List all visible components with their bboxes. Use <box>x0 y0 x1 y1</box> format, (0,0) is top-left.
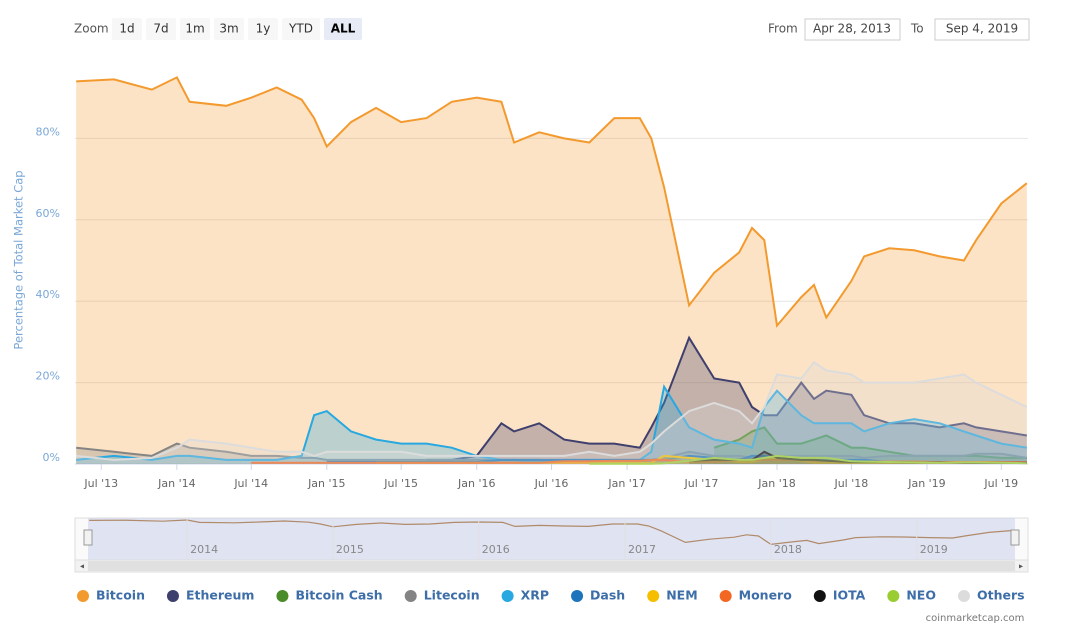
legend-marker <box>404 590 417 602</box>
legend-label[interactable]: Monero <box>739 588 793 603</box>
navigator-selection[interactable] <box>88 518 1015 560</box>
x-tick-label: Jan '17 <box>607 477 645 490</box>
zoom-button[interactable] <box>248 18 278 40</box>
from-date: Apr 28, 2013 <box>813 22 891 36</box>
zoom-button[interactable] <box>214 18 244 40</box>
line <box>426 335 1027 461</box>
x-tick-label: Jan '19 <box>907 477 945 490</box>
zoom-button-label: 7d <box>153 22 168 36</box>
area <box>426 337 1027 464</box>
area <box>689 451 1027 464</box>
y-axis-title: Percentage of Total Market Cap <box>12 170 26 349</box>
from-label: From <box>768 22 798 36</box>
legend-label[interactable]: Litecoin <box>424 588 480 603</box>
x-tick-label: Jan '14 <box>157 477 195 490</box>
x-tick-label: Jul '13 <box>83 477 118 490</box>
x-tick-label: Jan '15 <box>307 477 345 490</box>
navigator-handle[interactable] <box>1010 529 1020 546</box>
legend-label[interactable]: IOTA <box>833 588 866 603</box>
area <box>714 427 1027 464</box>
legend-label[interactable]: Bitcoin <box>96 588 145 603</box>
from-input[interactable] <box>804 18 901 41</box>
zoom-button[interactable] <box>180 18 210 40</box>
y-tick-label: 0% <box>43 451 60 464</box>
to-date: Sep 4, 2019 <box>946 22 1018 36</box>
legend-marker <box>276 590 289 602</box>
legend-marker <box>77 590 89 602</box>
x-tick-label: Jan '18 <box>757 477 795 490</box>
navigator-handle[interactable] <box>83 529 93 546</box>
legend-marker <box>571 590 584 602</box>
zoom-button-label: 1y <box>256 22 271 36</box>
navigator-label: 2015 <box>336 543 364 556</box>
legend-label[interactable]: NEM <box>666 588 697 603</box>
scroll-right[interactable]: ▸ <box>1019 562 1023 571</box>
area <box>76 362 1027 464</box>
x-tick-label: Jul '19 <box>983 477 1018 490</box>
legend-marker <box>166 590 179 602</box>
zoom-button-label: 3m <box>219 22 238 36</box>
navigator-label: 2017 <box>628 543 656 556</box>
legend-label[interactable]: Dash <box>590 588 625 603</box>
x-tick-label: Jul '14 <box>233 477 268 490</box>
navigator-label: 2016 <box>482 543 510 556</box>
zoom-button-label: ALL <box>331 22 356 36</box>
to-label: To <box>910 22 924 36</box>
x-tick-label: Jul '17 <box>684 477 719 490</box>
y-tick-label: 20% <box>36 370 60 383</box>
scrollbar-thumb[interactable] <box>88 561 1015 571</box>
legend-marker <box>957 590 970 602</box>
zoom-button[interactable] <box>282 18 320 40</box>
x-tick-label: Jul '16 <box>534 477 569 490</box>
area <box>76 386 1027 464</box>
scroll-left[interactable]: ◂ <box>80 562 84 571</box>
legend-marker <box>501 590 514 602</box>
zoom-button[interactable] <box>146 18 176 40</box>
navigator-label: 2018 <box>774 543 802 556</box>
x-tick-label: Jul '15 <box>383 477 418 490</box>
y-tick-label: 60% <box>36 207 60 220</box>
legend-marker <box>813 590 826 602</box>
legend-label[interactable]: Ethereum <box>186 588 254 603</box>
zoom-button-label: YTD <box>288 22 313 36</box>
navigator-label: 2014 <box>190 543 218 556</box>
to-input[interactable] <box>934 18 1030 41</box>
x-tick-label: Jul '18 <box>833 477 868 490</box>
line <box>76 76 1028 328</box>
navigator-label: 2019 <box>920 543 948 556</box>
area <box>589 455 1027 464</box>
zoom-label: Zoom <box>74 22 109 36</box>
legend-label[interactable]: Bitcoin Cash <box>295 588 382 603</box>
area <box>76 77 1027 465</box>
y-tick-label: 80% <box>36 125 60 138</box>
navigator-line <box>89 519 1014 546</box>
credit: coinmarketcap.com <box>926 613 1025 624</box>
x-tick-label: Jan '16 <box>457 477 495 490</box>
zoom-button[interactable] <box>324 18 362 40</box>
zoom-button[interactable] <box>112 18 142 40</box>
legend-label[interactable]: NEO <box>906 588 936 603</box>
legend-label[interactable]: Others <box>977 588 1025 603</box>
zoom-button-label: 1d <box>119 22 134 36</box>
zoom-button-label: 1m <box>185 22 204 36</box>
line <box>589 454 1027 465</box>
legend-marker <box>719 590 732 602</box>
line <box>76 360 1028 461</box>
y-tick-label: 40% <box>36 288 60 301</box>
legend-marker <box>647 590 660 602</box>
legend-marker <box>887 590 900 602</box>
legend-label[interactable]: XRP <box>521 588 549 603</box>
